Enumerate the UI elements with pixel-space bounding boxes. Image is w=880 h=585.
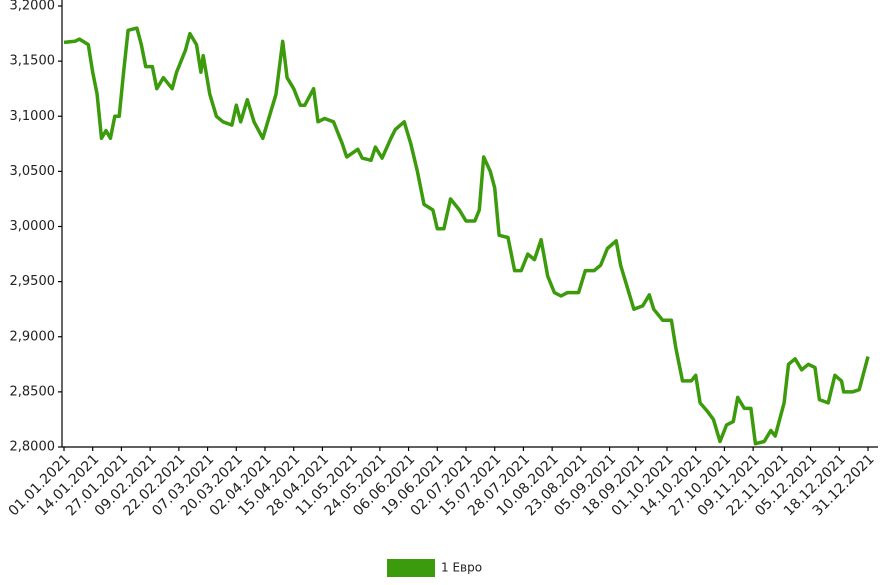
y-tick-label: 2,8500 bbox=[10, 384, 56, 399]
y-tick-label: 3,0500 bbox=[10, 164, 56, 179]
y-tick-label: 3,1500 bbox=[10, 54, 56, 69]
y-tick-label: 2,9500 bbox=[10, 274, 56, 289]
y-tick-label: 3,0000 bbox=[10, 219, 56, 234]
y-tick-label: 2,8000 bbox=[10, 440, 56, 455]
legend-swatch bbox=[387, 559, 435, 577]
y-tick-label: 3,2000 bbox=[10, 0, 56, 14]
series-line bbox=[63, 26, 870, 446]
y-tick-label: 2,9000 bbox=[10, 329, 56, 344]
y-tick-label: 3,1000 bbox=[10, 109, 56, 124]
legend-label: 1 Евро bbox=[441, 561, 482, 575]
